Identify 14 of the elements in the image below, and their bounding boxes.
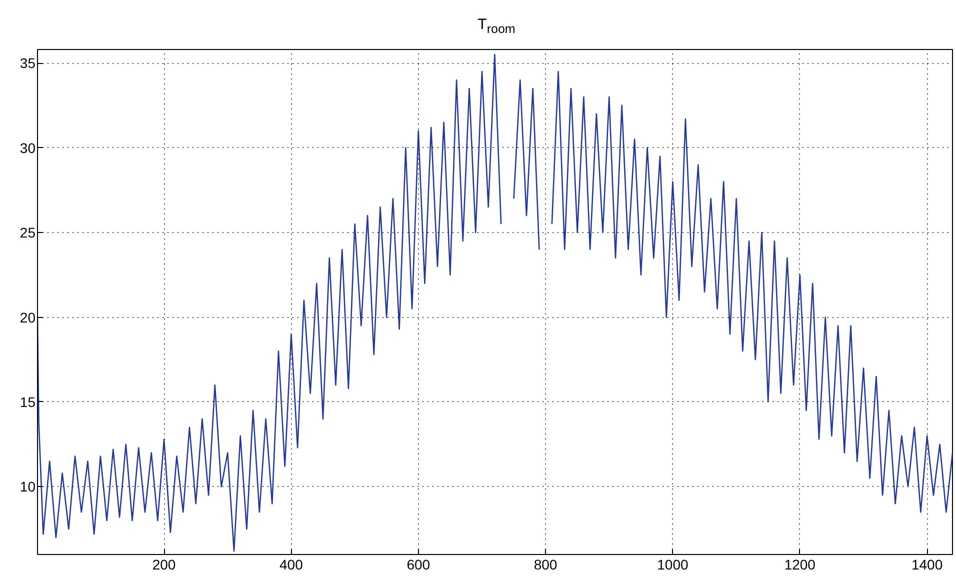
x-tick-label: 600 bbox=[406, 556, 430, 572]
x-tick-label: 1400 bbox=[911, 556, 943, 572]
y-tick-label: 15 bbox=[20, 394, 36, 410]
x-tick-label: 200 bbox=[152, 556, 176, 572]
y-tick-label: 20 bbox=[20, 309, 36, 326]
y-tick-label: 30 bbox=[20, 140, 36, 156]
x-tick-label: 1200 bbox=[784, 556, 816, 572]
x-tick-label: 400 bbox=[280, 556, 304, 572]
y-tick-label: 10 bbox=[20, 478, 36, 495]
y-tick-label: 35 bbox=[20, 55, 36, 72]
chart-title: T$_{room}$ bbox=[476, 15, 516, 38]
y-tick-label: 25 bbox=[20, 224, 36, 241]
x-tick-label: 1000 bbox=[657, 556, 689, 572]
x-tick-label: 800 bbox=[534, 556, 558, 572]
